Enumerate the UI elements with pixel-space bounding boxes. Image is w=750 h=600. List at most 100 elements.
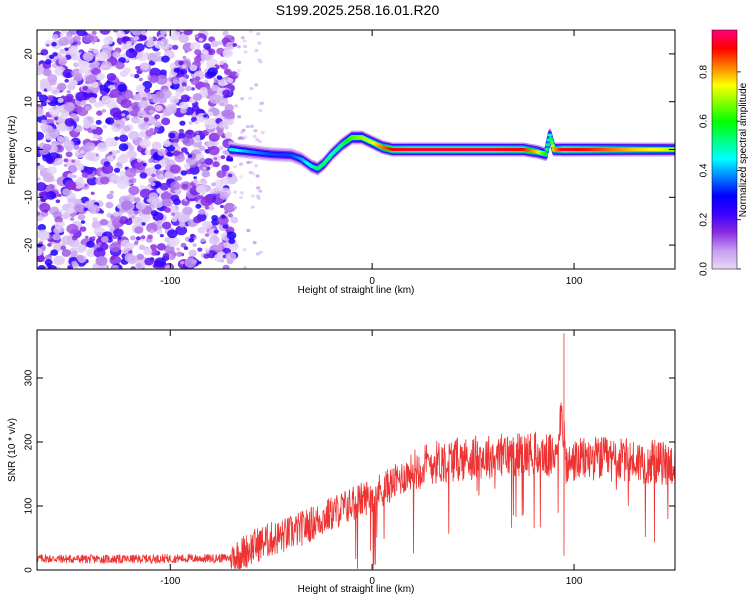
noise-blob <box>156 243 166 251</box>
noise-blob <box>182 136 194 147</box>
noise-blob <box>185 158 192 164</box>
y-tick-label: 20 <box>24 48 35 60</box>
noise-blob <box>72 174 77 179</box>
noise-blob <box>252 241 257 245</box>
noise-blob <box>184 129 196 139</box>
noise-blob <box>203 229 208 233</box>
noise-blob <box>235 72 240 76</box>
noise-blob <box>221 214 226 219</box>
noise-blob <box>90 191 95 195</box>
noise-blob <box>136 51 148 62</box>
noise-blob <box>60 30 68 34</box>
x-tick-label: 0 <box>369 576 375 587</box>
snr-x-axis: -100 0 100 <box>160 330 583 587</box>
noise-blob <box>148 98 153 103</box>
noise-blob <box>220 177 230 185</box>
noise-blob <box>254 48 259 53</box>
noise-blob <box>149 74 159 83</box>
noise-blob <box>149 229 155 234</box>
noise-blob <box>204 119 217 130</box>
noise-blob <box>115 80 121 85</box>
noise-blob <box>237 115 242 119</box>
noise-blob <box>245 124 250 129</box>
noise-blob <box>77 213 86 221</box>
colorbar-gradient <box>712 30 737 269</box>
noise-blob <box>251 172 256 176</box>
noise-blob <box>145 39 155 48</box>
noise-blob <box>188 237 195 243</box>
noise-blob <box>182 207 193 216</box>
noise-blob <box>59 48 66 55</box>
noise-blob <box>222 49 233 58</box>
noise-blob <box>120 239 131 248</box>
noise-blob <box>129 235 136 241</box>
noise-blob <box>149 67 161 78</box>
noise-blob <box>217 78 227 87</box>
noise-blob <box>140 235 146 240</box>
noise-blob <box>172 142 179 148</box>
noise-blob <box>183 246 189 251</box>
noise-blob <box>51 33 59 40</box>
noise-blob <box>54 116 59 121</box>
noise-blob <box>62 188 72 196</box>
noise-blob <box>144 257 154 266</box>
noise-blob <box>154 114 161 120</box>
noise-blob <box>40 119 47 125</box>
noise-blob <box>92 133 99 139</box>
noise-blob <box>161 198 172 207</box>
noise-blob <box>130 266 136 269</box>
noise-blob <box>136 158 142 163</box>
noise-blob <box>37 106 44 116</box>
noise-blob <box>121 89 134 100</box>
noise-blob <box>48 105 61 116</box>
noise-blob <box>84 151 97 161</box>
noise-blob <box>256 32 261 36</box>
noise-blob <box>189 41 201 51</box>
noise-blob <box>63 158 69 163</box>
noise-blob <box>146 222 158 233</box>
noise-blob <box>257 140 262 144</box>
noise-blob <box>180 170 188 176</box>
noise-blob <box>97 242 102 246</box>
noise-blob <box>91 67 102 76</box>
noise-blob <box>155 74 168 85</box>
noise-blob <box>222 264 230 269</box>
noise-blob <box>104 137 117 147</box>
noise-blob <box>65 180 77 191</box>
noise-blob <box>176 247 181 251</box>
noise-blob <box>197 260 202 265</box>
noise-blob <box>184 50 189 54</box>
noise-blob <box>236 69 241 73</box>
noise-blob <box>177 132 186 140</box>
noise-blob <box>239 191 244 195</box>
noise-blob <box>120 98 132 109</box>
noise-blob <box>208 145 220 156</box>
noise-blob <box>143 117 150 122</box>
noise-blob <box>181 183 188 189</box>
noise-blob <box>216 170 226 179</box>
noise-blob <box>125 168 137 178</box>
y-tick-label: -10 <box>24 190 35 205</box>
noise-blob <box>121 248 129 255</box>
colorbar: 0.0 0.2 0.4 0.6 0.8 Normalized spectral ampl… <box>699 29 749 276</box>
noise-blob <box>37 164 45 171</box>
noise-blob <box>154 163 162 170</box>
noise-blob <box>180 68 188 75</box>
noise-blob <box>195 203 202 209</box>
noise-blob <box>167 229 178 239</box>
noise-blob <box>203 43 211 50</box>
noise-blob <box>71 55 78 61</box>
noise-blob <box>71 235 78 241</box>
noise-blob <box>202 166 207 171</box>
snr-series-line <box>37 333 675 570</box>
noise-blob <box>81 172 89 178</box>
noise-blob <box>217 215 229 226</box>
noise-blob <box>216 129 224 137</box>
noise-blob <box>88 47 93 52</box>
noise-blob <box>85 88 92 94</box>
noise-blob <box>203 79 209 84</box>
noise-blob <box>176 175 181 180</box>
noise-blob <box>184 74 189 78</box>
noise-blob <box>192 179 198 184</box>
noise-blob <box>213 157 218 161</box>
